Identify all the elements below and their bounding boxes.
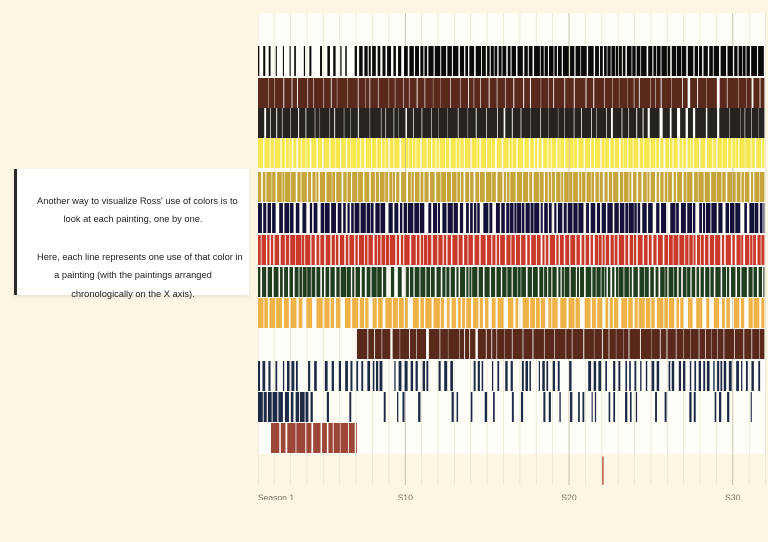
svg-text:S30: S30: [725, 493, 741, 501]
svg-text:S20: S20: [561, 493, 577, 501]
svg-text:S10: S10: [398, 493, 414, 501]
svg-text:Season 1: Season 1: [258, 493, 294, 501]
